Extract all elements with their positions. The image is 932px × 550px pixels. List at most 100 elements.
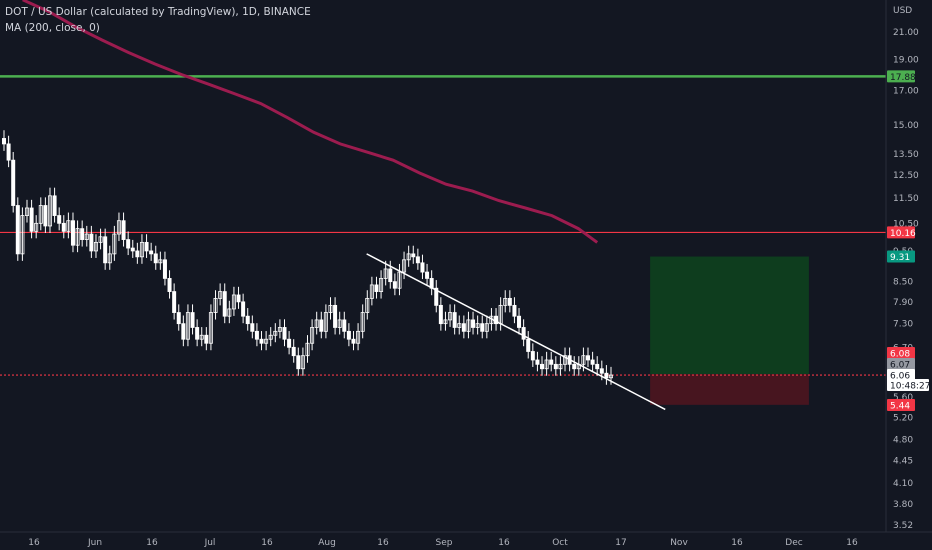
candle [360, 312, 365, 332]
candle [47, 195, 52, 227]
horizontal-levels [0, 75, 886, 376]
candle [29, 207, 34, 232]
price-tick-label: 5.20 [893, 413, 913, 423]
time-tick-label: Jul [204, 538, 216, 548]
horizontal-level-red-label: 10.16 [887, 226, 916, 239]
candle [227, 308, 232, 317]
candle [434, 287, 439, 306]
time-tick-label: Oct [552, 538, 568, 548]
price-tick-label: 4.80 [893, 435, 913, 445]
chart-legend: DOT / US Dollar (calculated by TradingVi… [5, 4, 311, 36]
candle [604, 372, 609, 379]
time-tick-label: 16 [731, 538, 743, 548]
candle [98, 236, 103, 243]
candle [75, 228, 80, 246]
candle [448, 312, 453, 321]
candle [535, 359, 540, 365]
candle [609, 374, 614, 379]
candle [139, 241, 144, 258]
candle [540, 363, 545, 370]
candle [236, 294, 241, 303]
candle [208, 312, 213, 344]
candle [121, 220, 126, 240]
price-tick-label: 19.00 [893, 56, 919, 66]
candle [61, 222, 66, 232]
position-stop-label: 5.44 [887, 399, 915, 412]
time-tick-label: 16 [28, 538, 40, 548]
candle [553, 363, 558, 370]
candle [438, 304, 443, 325]
candle [383, 268, 388, 279]
candle [466, 319, 471, 332]
candle [300, 355, 305, 370]
candle [190, 312, 195, 328]
candle [480, 323, 485, 332]
price-tick-label: 4.10 [893, 479, 913, 489]
candle [15, 205, 20, 255]
time-tick-label: 17 [615, 538, 626, 548]
position-target-label-bg [887, 250, 915, 263]
position-stop-label-bg [887, 399, 915, 411]
candle [457, 323, 462, 328]
candle [107, 253, 112, 264]
position-entry-label-bg [887, 347, 915, 359]
last-price-label: 6.06 [887, 369, 915, 382]
time-axis: 16 Jun 16 Jul 16 Aug 16 Sep 16 Oct 17 Nov 16 Dec 16 [28, 538, 858, 548]
symbol-title: DOT / US Dollar (calculated by TradingVi… [5, 6, 311, 18]
candle [563, 355, 568, 365]
candle [507, 297, 512, 306]
stop-zone [650, 374, 809, 405]
candle [222, 291, 227, 317]
candle [517, 315, 522, 328]
candle [84, 233, 89, 240]
candle [273, 330, 278, 336]
candle [323, 312, 328, 332]
candle [34, 222, 39, 232]
candle [80, 228, 85, 240]
candle [392, 281, 397, 289]
candle [24, 207, 29, 216]
price-tick-label: 11.50 [893, 194, 919, 204]
candle [149, 250, 154, 255]
candle [558, 363, 563, 370]
candle [369, 284, 374, 299]
profit-zone [650, 256, 809, 375]
candle [406, 253, 411, 261]
candle [319, 319, 324, 332]
candle [268, 334, 273, 340]
candle [112, 233, 117, 255]
candle [544, 359, 549, 370]
last-price-label-bg [887, 369, 915, 381]
countdown-label-bg [887, 379, 929, 391]
horizontal-level-green-label: 17.88 [887, 70, 916, 83]
candle [379, 278, 384, 292]
candle [2, 138, 7, 145]
candle [38, 205, 43, 224]
candle [144, 241, 149, 252]
candle [388, 268, 393, 283]
price-tick-label: 13.50 [893, 150, 919, 160]
trendline-group [366, 253, 666, 411]
candle [277, 327, 282, 332]
price-tick-label: 7.30 [893, 320, 913, 330]
position-entry-label-text: 6.08 [890, 350, 910, 360]
candle [254, 330, 259, 340]
price-tick-label: 21.00 [893, 28, 919, 38]
candle [356, 330, 361, 344]
candle [287, 338, 292, 348]
trendline [366, 253, 666, 411]
candle [250, 323, 255, 332]
candle [241, 301, 246, 317]
ma-200-line [22, 0, 599, 244]
candle [158, 259, 163, 264]
candle [586, 355, 591, 361]
candle [126, 239, 131, 249]
candle [172, 291, 177, 313]
candle [342, 319, 347, 332]
position-target-label: 9.31 [887, 250, 915, 263]
candle [599, 368, 604, 374]
candle [89, 233, 94, 252]
candle [245, 315, 250, 325]
